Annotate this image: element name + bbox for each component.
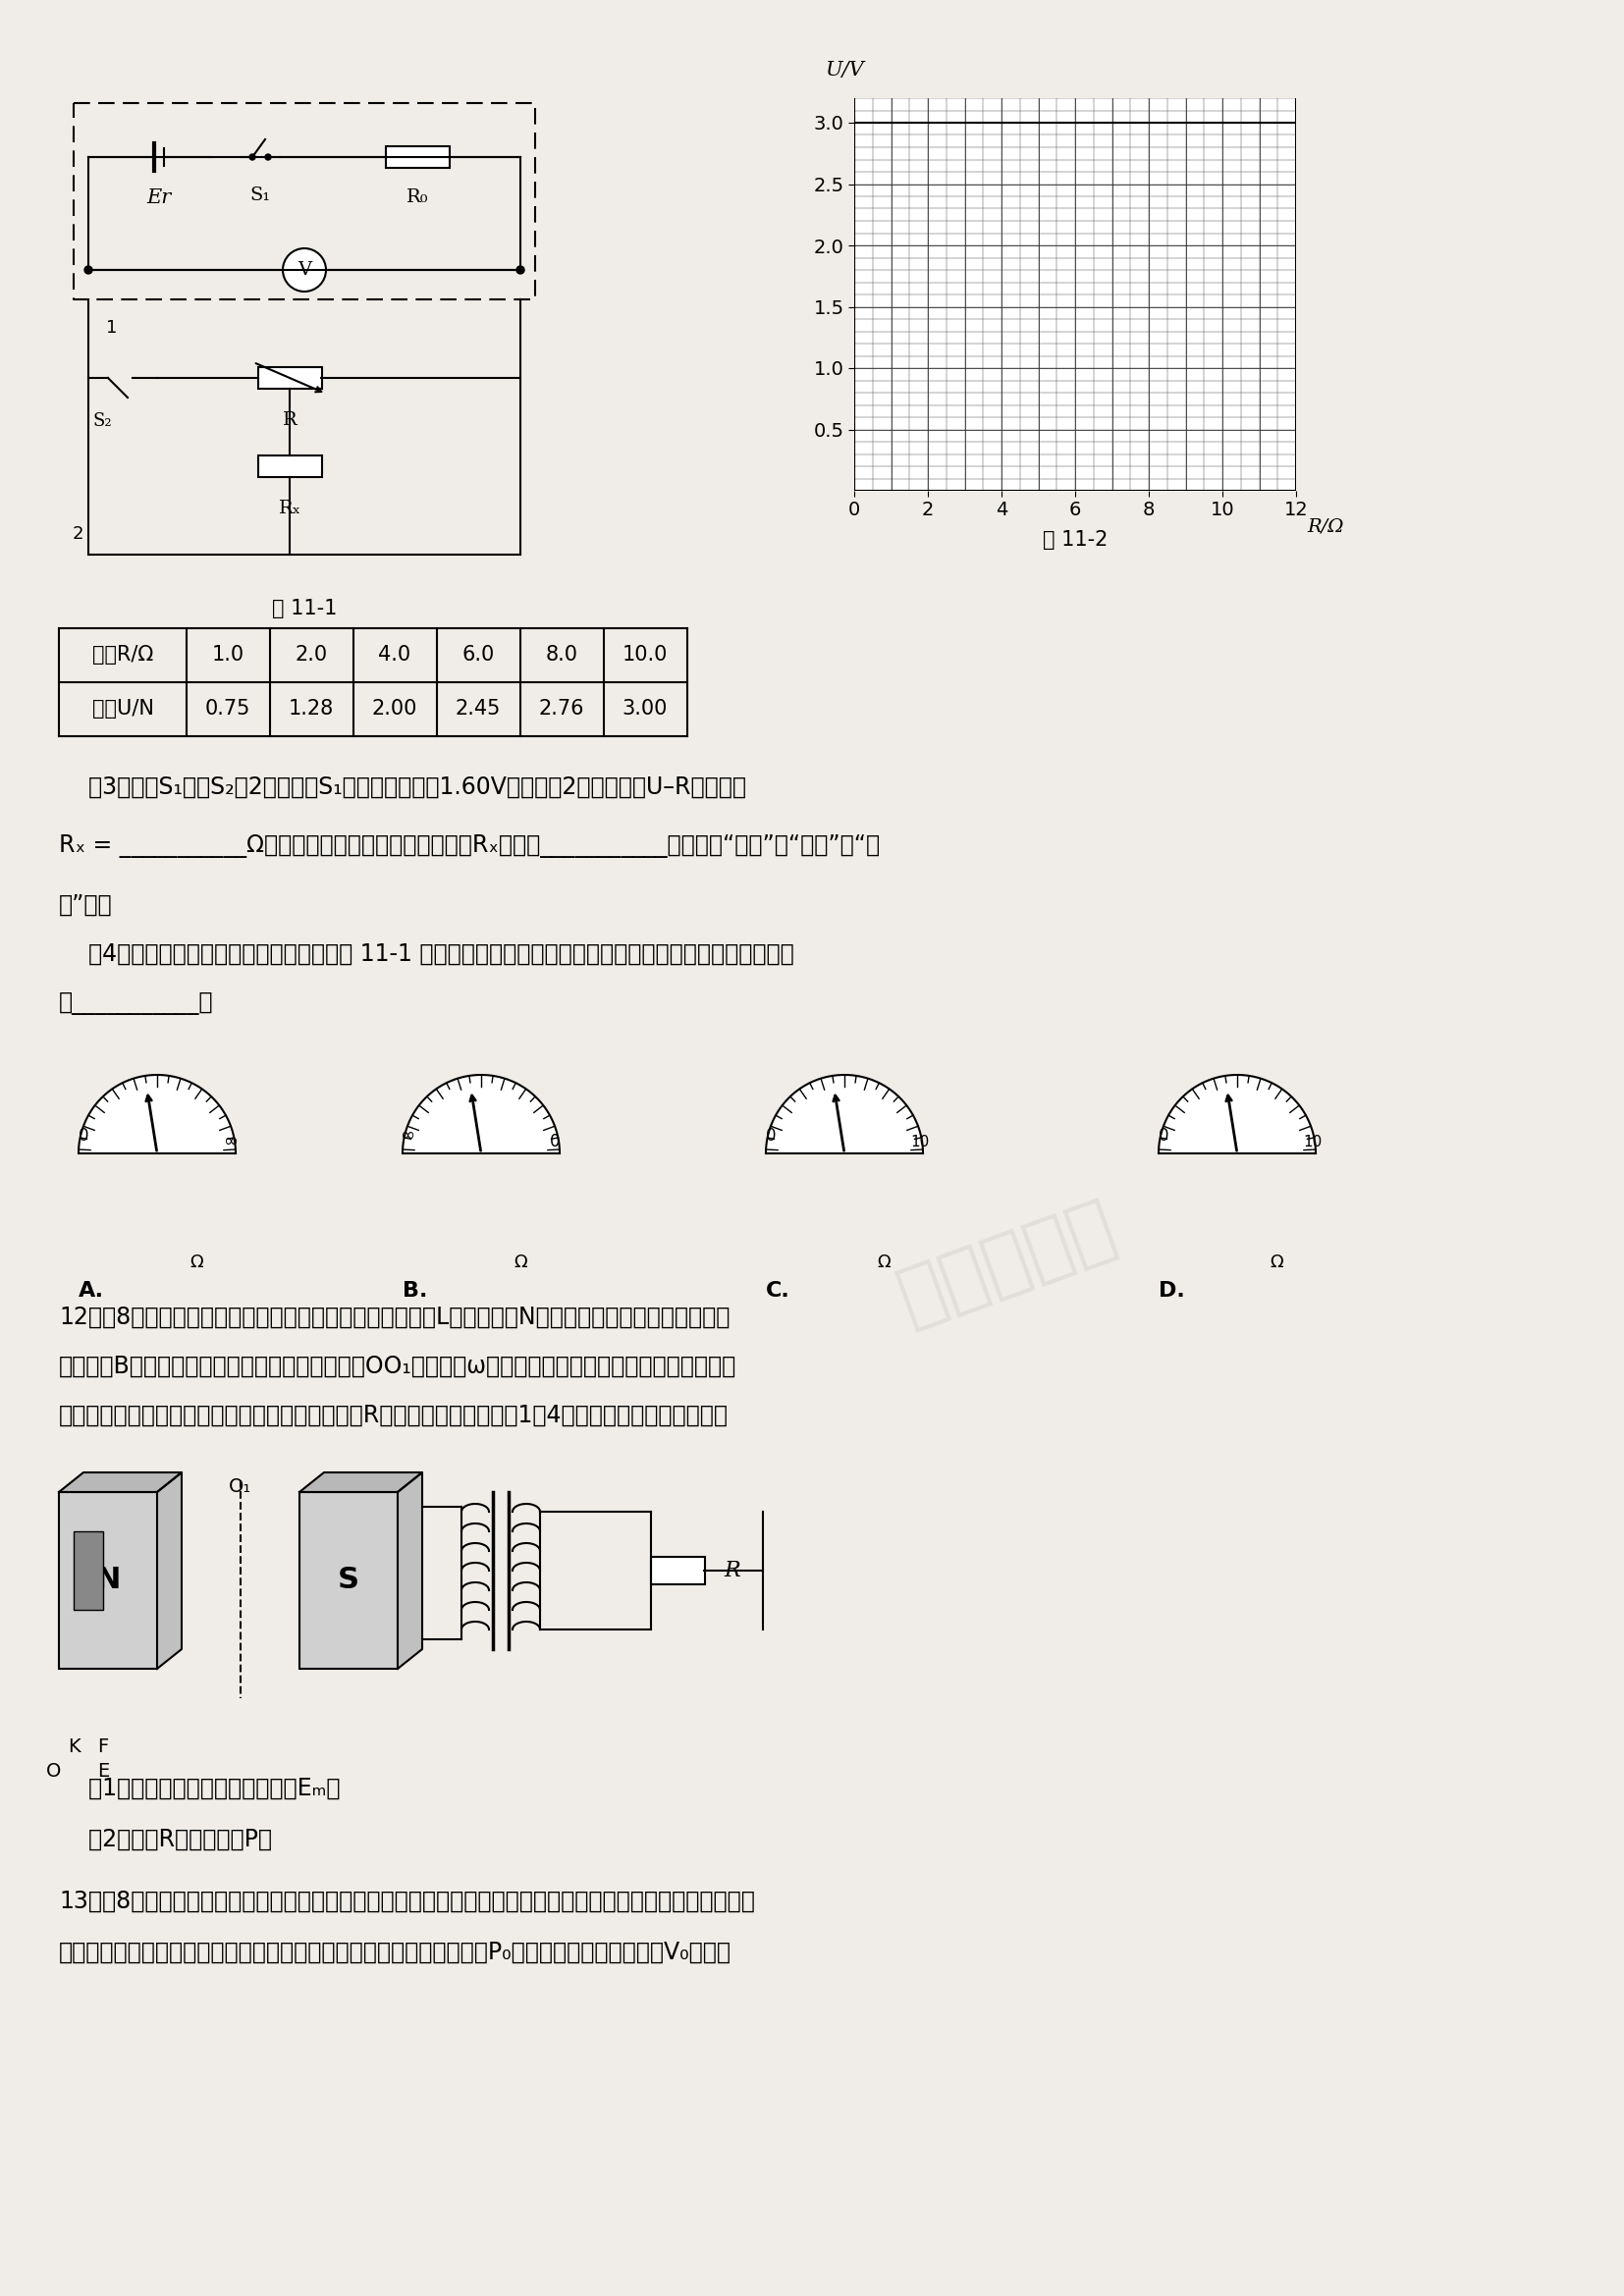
Circle shape (283, 248, 326, 292)
Text: 10.0: 10.0 (622, 645, 667, 664)
Text: 1: 1 (106, 319, 117, 338)
Text: 0: 0 (549, 1132, 560, 1150)
Text: 电压U/N: 电压U/N (93, 698, 154, 719)
Text: 1.0: 1.0 (211, 645, 244, 664)
Polygon shape (403, 1075, 560, 1153)
Text: 3.00: 3.00 (622, 698, 667, 719)
Text: 于”）；: 于”）； (58, 893, 112, 916)
Circle shape (84, 266, 93, 273)
Text: 10: 10 (911, 1134, 929, 1148)
Text: Ω: Ω (877, 1254, 890, 1272)
Polygon shape (398, 1472, 422, 1669)
Text: N: N (96, 1566, 120, 1596)
Text: S₂: S₂ (93, 413, 112, 429)
Text: 1.28: 1.28 (289, 698, 335, 719)
Text: 2: 2 (71, 526, 83, 542)
Text: A.: A. (78, 1281, 104, 1300)
Text: 題 11-1: 題 11-1 (271, 599, 336, 618)
Bar (58, 1492, 158, 1669)
Text: B.: B. (403, 1281, 427, 1300)
Text: 0.75: 0.75 (205, 698, 250, 719)
Text: 应强度为B的均匀磁场中，绕垂直于磁场方向的轴OO₁以角速度ω匀速转动。发电机（内阻可忽略）输出端: 应强度为B的均匀磁场中，绕垂直于磁场方向的轴OO₁以角速度ω匀速转动。发电机（内… (58, 1355, 737, 1378)
Bar (73, 1531, 102, 1609)
Text: 13．（8分）。工业测量中，常用充气的方法较精确地测量特殊容器的容积和检测密封性能。为测量某空香水瓶: 13．（8分）。工业测量中，常用充气的方法较精确地测量特殊容器的容积和检测密封性… (58, 1890, 755, 1913)
Text: 8.0: 8.0 (546, 645, 578, 664)
Text: 4.0: 4.0 (378, 645, 411, 664)
Text: S₁: S₁ (250, 186, 271, 204)
Text: Ω: Ω (513, 1254, 528, 1272)
Text: R₀: R₀ (406, 188, 429, 207)
Text: 0: 0 (765, 1127, 776, 1146)
Text: Ω: Ω (190, 1254, 203, 1272)
Bar (258, 367, 322, 388)
Text: 2.00: 2.00 (372, 698, 417, 719)
Text: 的容积，将该瓶与一带活塞的气缸相连，气缸和香水瓶内气体压强均为P₀，气缸内封闭气体体积为V₀，推动: 的容积，将该瓶与一带活塞的气缸相连，气缸和香水瓶内气体压强均为P₀，气缸内封闭气… (58, 1940, 731, 1963)
Bar (258, 455, 322, 478)
Text: 題 11-2: 題 11-2 (1043, 530, 1108, 549)
Text: 0: 0 (78, 1127, 89, 1146)
Text: 6.0: 6.0 (461, 645, 494, 664)
Text: D.: D. (1158, 1281, 1186, 1300)
Text: 2.76: 2.76 (539, 698, 585, 719)
Text: R: R (283, 411, 297, 429)
Text: 2.0: 2.0 (296, 645, 328, 664)
Text: ∞: ∞ (224, 1132, 239, 1150)
Text: 电阵R/Ω: 电阵R/Ω (93, 645, 153, 664)
Text: （2）电阵R消耗的功率P。: （2）电阵R消耗的功率P。 (58, 1828, 271, 1851)
Polygon shape (1158, 1075, 1315, 1153)
Text: 是___________。: 是___________。 (58, 992, 213, 1015)
Bar (651, 1557, 705, 1584)
Text: （3）断开S₁，将S₂接2，再闭合S₁，电压表示数为1.60V，利用（2）中测绘的U–R图像可得: （3）断开S₁，将S₂接2，再闭合S₁，电压表示数为1.60V，利用（2）中测绘… (58, 776, 745, 799)
Circle shape (516, 266, 525, 273)
Text: Rₓ: Rₓ (278, 501, 300, 517)
Text: ∞: ∞ (400, 1127, 414, 1146)
Text: V: V (297, 262, 312, 278)
Text: K: K (68, 1738, 80, 1756)
Text: （1）发电机产生的电动势最大値Eₘ；: （1）发电机产生的电动势最大値Eₘ； (58, 1777, 339, 1800)
Text: S: S (338, 1566, 359, 1596)
Text: 12．（8分）某同学制作一个简易的手摇发电机，用总长为L的导线绕制N匹正方形线圈，将线圈放入磁感: 12．（8分）某同学制作一个简易的手摇发电机，用总长为L的导线绕制N匹正方形线圈… (58, 1306, 729, 1329)
Text: O₁: O₁ (229, 1476, 252, 1497)
Text: Er: Er (146, 188, 172, 207)
Text: Ω: Ω (1270, 1254, 1283, 1272)
Text: Rₓ = ___________Ω，考虑到电压表为非理想电表，则Rₓ测量值___________真实値（“大于”、“小于”、“等: Rₓ = ___________Ω，考虑到电压表为非理想电表，则Rₓ测量值___… (58, 833, 880, 859)
Circle shape (265, 154, 271, 161)
Text: 0: 0 (1158, 1127, 1169, 1146)
Text: F: F (97, 1738, 109, 1756)
Text: 10: 10 (1304, 1134, 1322, 1148)
Polygon shape (158, 1472, 182, 1669)
Text: O: O (47, 1761, 62, 1782)
Text: 高考早知道: 高考早知道 (888, 1189, 1125, 1336)
Text: 2.45: 2.45 (455, 698, 500, 719)
Bar (299, 1492, 398, 1669)
Text: U/V: U/V (825, 62, 864, 80)
Text: R: R (724, 1559, 741, 1582)
Polygon shape (767, 1075, 922, 1153)
Polygon shape (299, 1472, 422, 1492)
Polygon shape (78, 1075, 235, 1153)
Polygon shape (58, 1472, 182, 1492)
Text: R/Ω: R/Ω (1307, 519, 1343, 535)
Text: E: E (97, 1761, 109, 1782)
Text: 和理想变压器原线圈相连，副线圈回路负载电阵为R，原、副线圈匹数比为1：4，其简化示意图如图。求：: 和理想变压器原线圈相连，副线圈回路负载电阵为R，原、副线圈匹数比为1：4，其简化… (58, 1403, 729, 1428)
Text: C.: C. (767, 1281, 791, 1300)
Text: （4）为了更方便地测量多种未知电阵，题 11-1 图虚线框中电路可作为欧姆表使用，电压表表盘改动后正确的: （4）为了更方便地测量多种未知电阵，题 11-1 图虚线框中电路可作为欧姆表使用… (58, 941, 794, 967)
Circle shape (250, 154, 255, 161)
Bar (387, 147, 450, 168)
